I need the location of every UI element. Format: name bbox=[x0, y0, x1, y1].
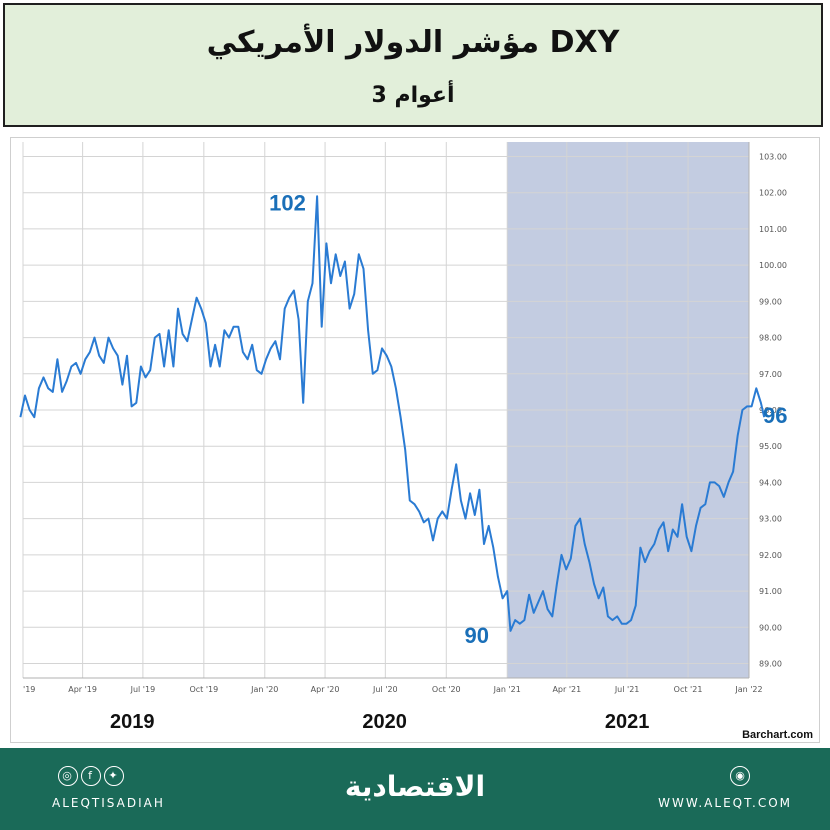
value-annotation: 90 bbox=[465, 623, 489, 648]
y-tick-label: 99.00 bbox=[759, 297, 782, 306]
value-annotation: 96 bbox=[763, 403, 787, 428]
y-tick-label: 96.00 bbox=[759, 406, 782, 415]
dxy-line-chart: 89.00 90.00 91.00 92.00 93.00 94.00 95.00 96.00… bbox=[19, 142, 813, 741]
x-tick-label: '19 bbox=[23, 685, 35, 694]
y-tick-label: 94.00 bbox=[759, 478, 782, 487]
y-tick-label: 92.00 bbox=[759, 551, 782, 560]
footer: ◎ f ✦ ALEQTISADIAH الاقتصادية ◉ WWW.ALEQT.… bbox=[0, 748, 830, 830]
y-tick-label: 98.00 bbox=[759, 334, 782, 343]
social-icons[interactable]: ◎ f ✦ bbox=[58, 766, 127, 786]
year-label: 2021 bbox=[605, 711, 650, 733]
brand-logo: الاقتصادية bbox=[344, 770, 486, 803]
website-url[interactable]: WWW.ALEQT.COM bbox=[658, 796, 792, 810]
x-tick-label: Jul '20 bbox=[372, 685, 398, 694]
y-tick-label: 95.00 bbox=[759, 442, 782, 451]
year-label: 2020 bbox=[362, 711, 407, 733]
x-tick-label: Oct '20 bbox=[432, 685, 461, 694]
chart-subtitle: 3 أعوام bbox=[371, 83, 455, 108]
y-tick-label: 90.00 bbox=[759, 623, 782, 632]
dxy-series-line bbox=[19, 195, 766, 632]
x-tick-label: Oct '21 bbox=[674, 685, 703, 694]
x-tick-label: Jan '22 bbox=[734, 685, 762, 694]
y-tick-label: 103.00 bbox=[759, 152, 787, 161]
x-tick-label: Apr '19 bbox=[68, 685, 97, 694]
year-label: 2019 bbox=[110, 711, 155, 733]
value-annotation: 102 bbox=[269, 190, 306, 215]
y-tick-label: 89.00 bbox=[759, 660, 782, 669]
instagram-icon[interactable]: ◎ bbox=[58, 766, 78, 786]
x-tick-label: Jul '21 bbox=[614, 685, 640, 694]
x-tick-label: Jan '21 bbox=[493, 685, 521, 694]
twitter-icon[interactable]: ✦ bbox=[104, 766, 124, 786]
x-tick-label: Jul '19 bbox=[130, 685, 156, 694]
y-tick-label: 91.00 bbox=[759, 587, 782, 596]
y-tick-label: 102.00 bbox=[759, 189, 787, 198]
facebook-icon[interactable]: f bbox=[81, 766, 101, 786]
rss-icon[interactable]: ◉ bbox=[730, 766, 750, 786]
y-tick-label: 101.00 bbox=[759, 225, 787, 234]
y-tick-label: 97.00 bbox=[759, 370, 782, 379]
chart-header: مؤشر الدولار الأمريكي DXY 3 أعوام bbox=[3, 3, 823, 127]
x-tick-label: Apr '20 bbox=[311, 685, 340, 694]
y-tick-label: 93.00 bbox=[759, 515, 782, 524]
x-tick-label: Oct '19 bbox=[189, 685, 218, 694]
social-handle: ALEQTISADIAH bbox=[52, 796, 165, 810]
source-label: Barchart.com bbox=[742, 729, 813, 741]
chart-frame: 89.00 90.00 91.00 92.00 93.00 94.00 95.00 96.00… bbox=[10, 137, 820, 743]
x-tick-label: Jan '20 bbox=[250, 685, 278, 694]
x-tick-label: Apr '21 bbox=[552, 685, 581, 694]
chart-title: مؤشر الدولار الأمريكي DXY bbox=[206, 25, 620, 60]
y-tick-label: 100.00 bbox=[759, 261, 787, 270]
